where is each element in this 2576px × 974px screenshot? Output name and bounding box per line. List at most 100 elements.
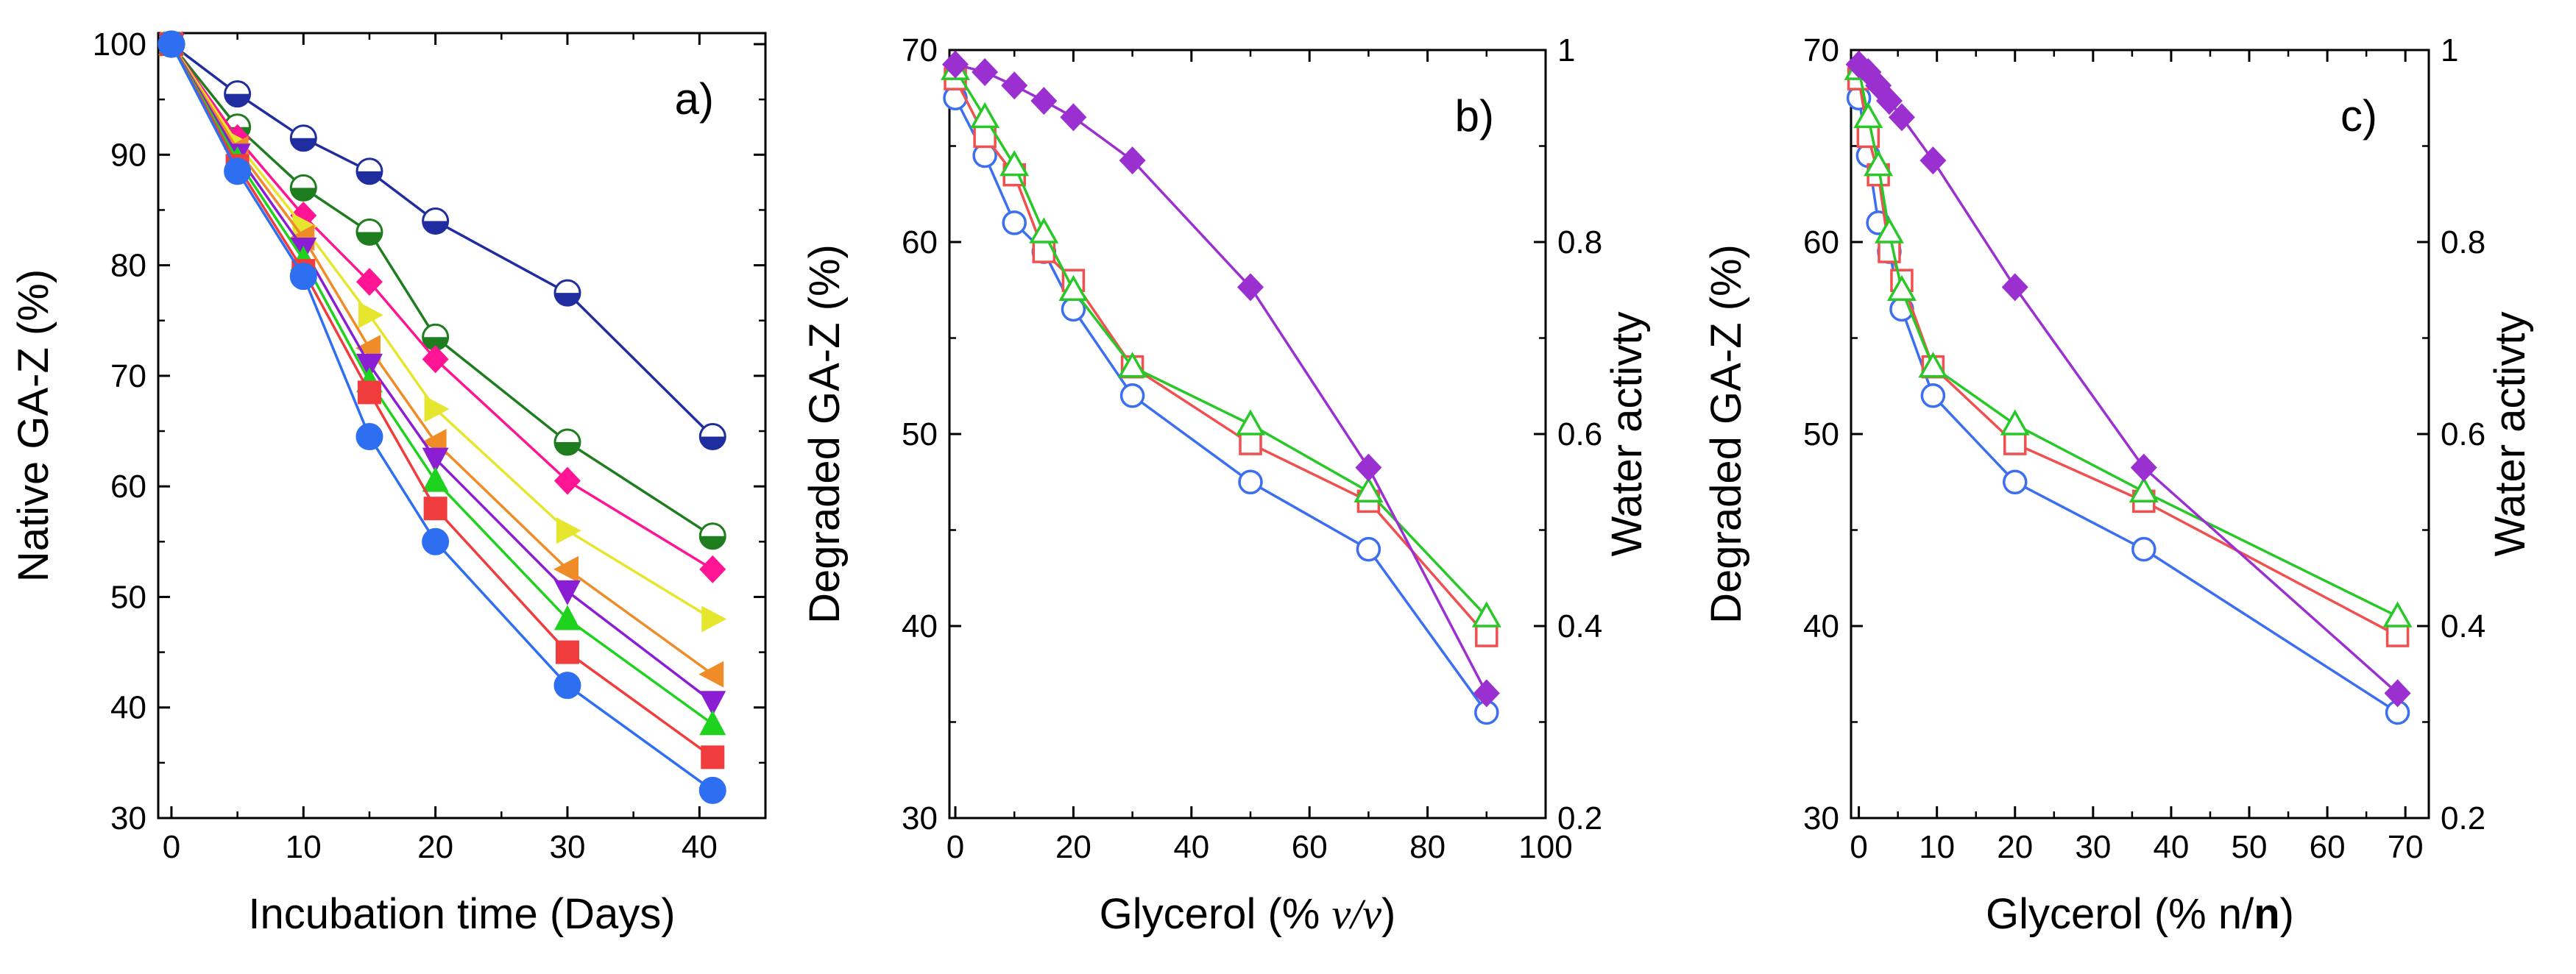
y-tick-label: 90 (110, 137, 146, 173)
data-point (1060, 103, 1087, 132)
y2-axis-label: Water activty (2486, 311, 2534, 556)
data-point (1002, 210, 1027, 235)
data-point (553, 428, 581, 456)
x-tick-label: 20 (1055, 829, 1091, 865)
series-dark-green (158, 30, 726, 550)
data-point-fill (356, 232, 382, 245)
data-point (999, 150, 1030, 177)
data-point (1356, 536, 1381, 562)
x-tick-label: 0 (946, 829, 964, 865)
data-point (1919, 146, 1947, 175)
data-point (2001, 273, 2028, 302)
series-blue (158, 30, 726, 804)
data-point-fill (422, 221, 448, 234)
data-point (553, 555, 578, 583)
data-point (1119, 383, 1145, 408)
data-point (422, 345, 449, 374)
data-point (1878, 240, 1901, 263)
data-point (2003, 469, 2028, 494)
data-point (2003, 432, 2027, 455)
x-axis-label-part: Glycerol (% n/ (1986, 890, 2254, 938)
data-point (423, 497, 447, 521)
y-axis-label: Native GA-Z (%) (10, 269, 57, 582)
data-point (422, 527, 450, 555)
data-point (1864, 150, 1894, 177)
data-point (224, 80, 252, 108)
series-water-activity (942, 50, 1500, 708)
x-axis-label: Glycerol (% v/v) (1100, 890, 1396, 938)
data-point (553, 672, 581, 700)
y2-tick-label: 0.2 (2441, 800, 2485, 836)
x-axis-label: Incubation time (Days) (248, 890, 675, 938)
data-point (1471, 601, 1501, 628)
y-tick-label: 40 (1803, 608, 1839, 644)
y-tick-label: 80 (110, 248, 146, 284)
x-tick-label: 10 (1919, 829, 1955, 865)
x-tick-label: 60 (1292, 829, 1328, 865)
x-tick-label: 10 (286, 829, 322, 865)
data-point (698, 522, 726, 550)
data-point (355, 353, 383, 379)
series-red-squares (944, 67, 1498, 647)
y-tick-label: 30 (110, 800, 146, 836)
series-line (955, 63, 1488, 694)
data-point-fill (356, 171, 382, 184)
data-point (1119, 146, 1146, 175)
data-point (2129, 476, 2159, 503)
x-tick-label: 40 (1173, 829, 1209, 865)
panel-letter: a) (675, 74, 714, 124)
series-green-triangles (941, 54, 1501, 628)
data-point (1001, 71, 1028, 100)
data-point (1030, 87, 1058, 115)
data-point (698, 661, 724, 688)
y2-tick-label: 0.4 (2441, 608, 2485, 644)
data-point (701, 605, 727, 633)
data-point (1238, 469, 1263, 494)
data-point (289, 263, 317, 291)
data-point (355, 268, 383, 296)
data-point-fill (291, 138, 316, 151)
data-point (1029, 217, 1059, 244)
data-point (358, 302, 383, 329)
data-point-fill (554, 442, 580, 455)
y2-tick-label: 0.8 (2441, 224, 2485, 260)
series-line (170, 43, 714, 725)
data-point (2384, 679, 2411, 708)
series-line (954, 97, 1488, 714)
x-axis-label-part: n (2254, 890, 2279, 938)
x-tick-label: 20 (1997, 829, 2033, 865)
data-point (2131, 536, 2156, 562)
x-tick-label: 0 (163, 829, 180, 865)
data-point (1874, 217, 1904, 244)
x-axis-label-part: ) (1381, 890, 1395, 938)
x-tick-label: 30 (550, 829, 586, 865)
data-point (424, 395, 450, 422)
data-point (2382, 601, 2413, 628)
y-axis-label: Degraded GA-Z (%) (1702, 244, 1750, 624)
data-point (1058, 274, 1089, 301)
y2-tick-label: 0.6 (1557, 416, 1602, 452)
y-tick-label: 70 (110, 358, 146, 394)
y-tick-label: 30 (902, 800, 938, 836)
data-point (942, 50, 969, 79)
x-axis-label: Glycerol (% n/n) (1986, 890, 2294, 938)
data-point (289, 174, 317, 202)
data-point (422, 447, 449, 473)
data-point-fill (700, 536, 726, 549)
data-point-fill (700, 436, 726, 449)
plot-frame (157, 32, 767, 820)
data-point (1236, 409, 1266, 436)
data-point (556, 517, 581, 544)
data-point (972, 58, 999, 87)
data-point-fill (291, 188, 316, 201)
data-point (1475, 624, 1498, 647)
data-point (555, 640, 579, 664)
data-point (355, 157, 383, 185)
data-point (422, 207, 450, 235)
y2-axis-label: Water activty (1603, 311, 1651, 556)
y2-tick-label: 0.4 (1557, 608, 1602, 644)
y2-tick-label: 1 (1557, 32, 1575, 68)
data-point (553, 580, 581, 605)
y-axis-label: Degraded GA-Z (%) (801, 244, 849, 624)
data-point (224, 157, 252, 185)
